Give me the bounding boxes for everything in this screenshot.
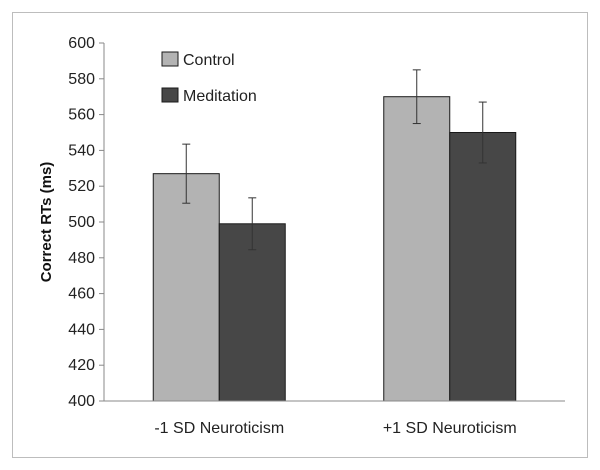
- bar-meditation-2: [449, 132, 517, 402]
- legend-swatch-meditation: [161, 87, 179, 103]
- y-tick-label: 400: [68, 393, 95, 410]
- y-tick-label: 460: [68, 286, 95, 303]
- y-tick-label: 580: [68, 71, 95, 88]
- bar-control-1: [152, 173, 220, 402]
- y-tick-label: 540: [68, 142, 95, 159]
- y-tick-label: 500: [68, 214, 95, 231]
- y-tick-label: 600: [68, 35, 95, 52]
- y-tick-label: 440: [68, 321, 95, 338]
- bar-meditation-1: [218, 223, 286, 402]
- y-tick-label: 480: [68, 250, 95, 267]
- y-axis-label: Correct RTs (ms): [38, 162, 55, 283]
- x-category-label: -1 SD Neuroticism: [154, 420, 284, 437]
- y-tick-label: 420: [68, 357, 95, 374]
- x-category-label: +1 SD Neuroticism: [383, 420, 517, 437]
- bar-control-2: [383, 96, 451, 402]
- legend-label-control: Control: [183, 52, 235, 69]
- legend-label-meditation: Meditation: [183, 88, 257, 105]
- legend-swatch-control: [161, 51, 179, 67]
- y-tick-label: 520: [68, 178, 95, 195]
- y-tick-label: 560: [68, 107, 95, 124]
